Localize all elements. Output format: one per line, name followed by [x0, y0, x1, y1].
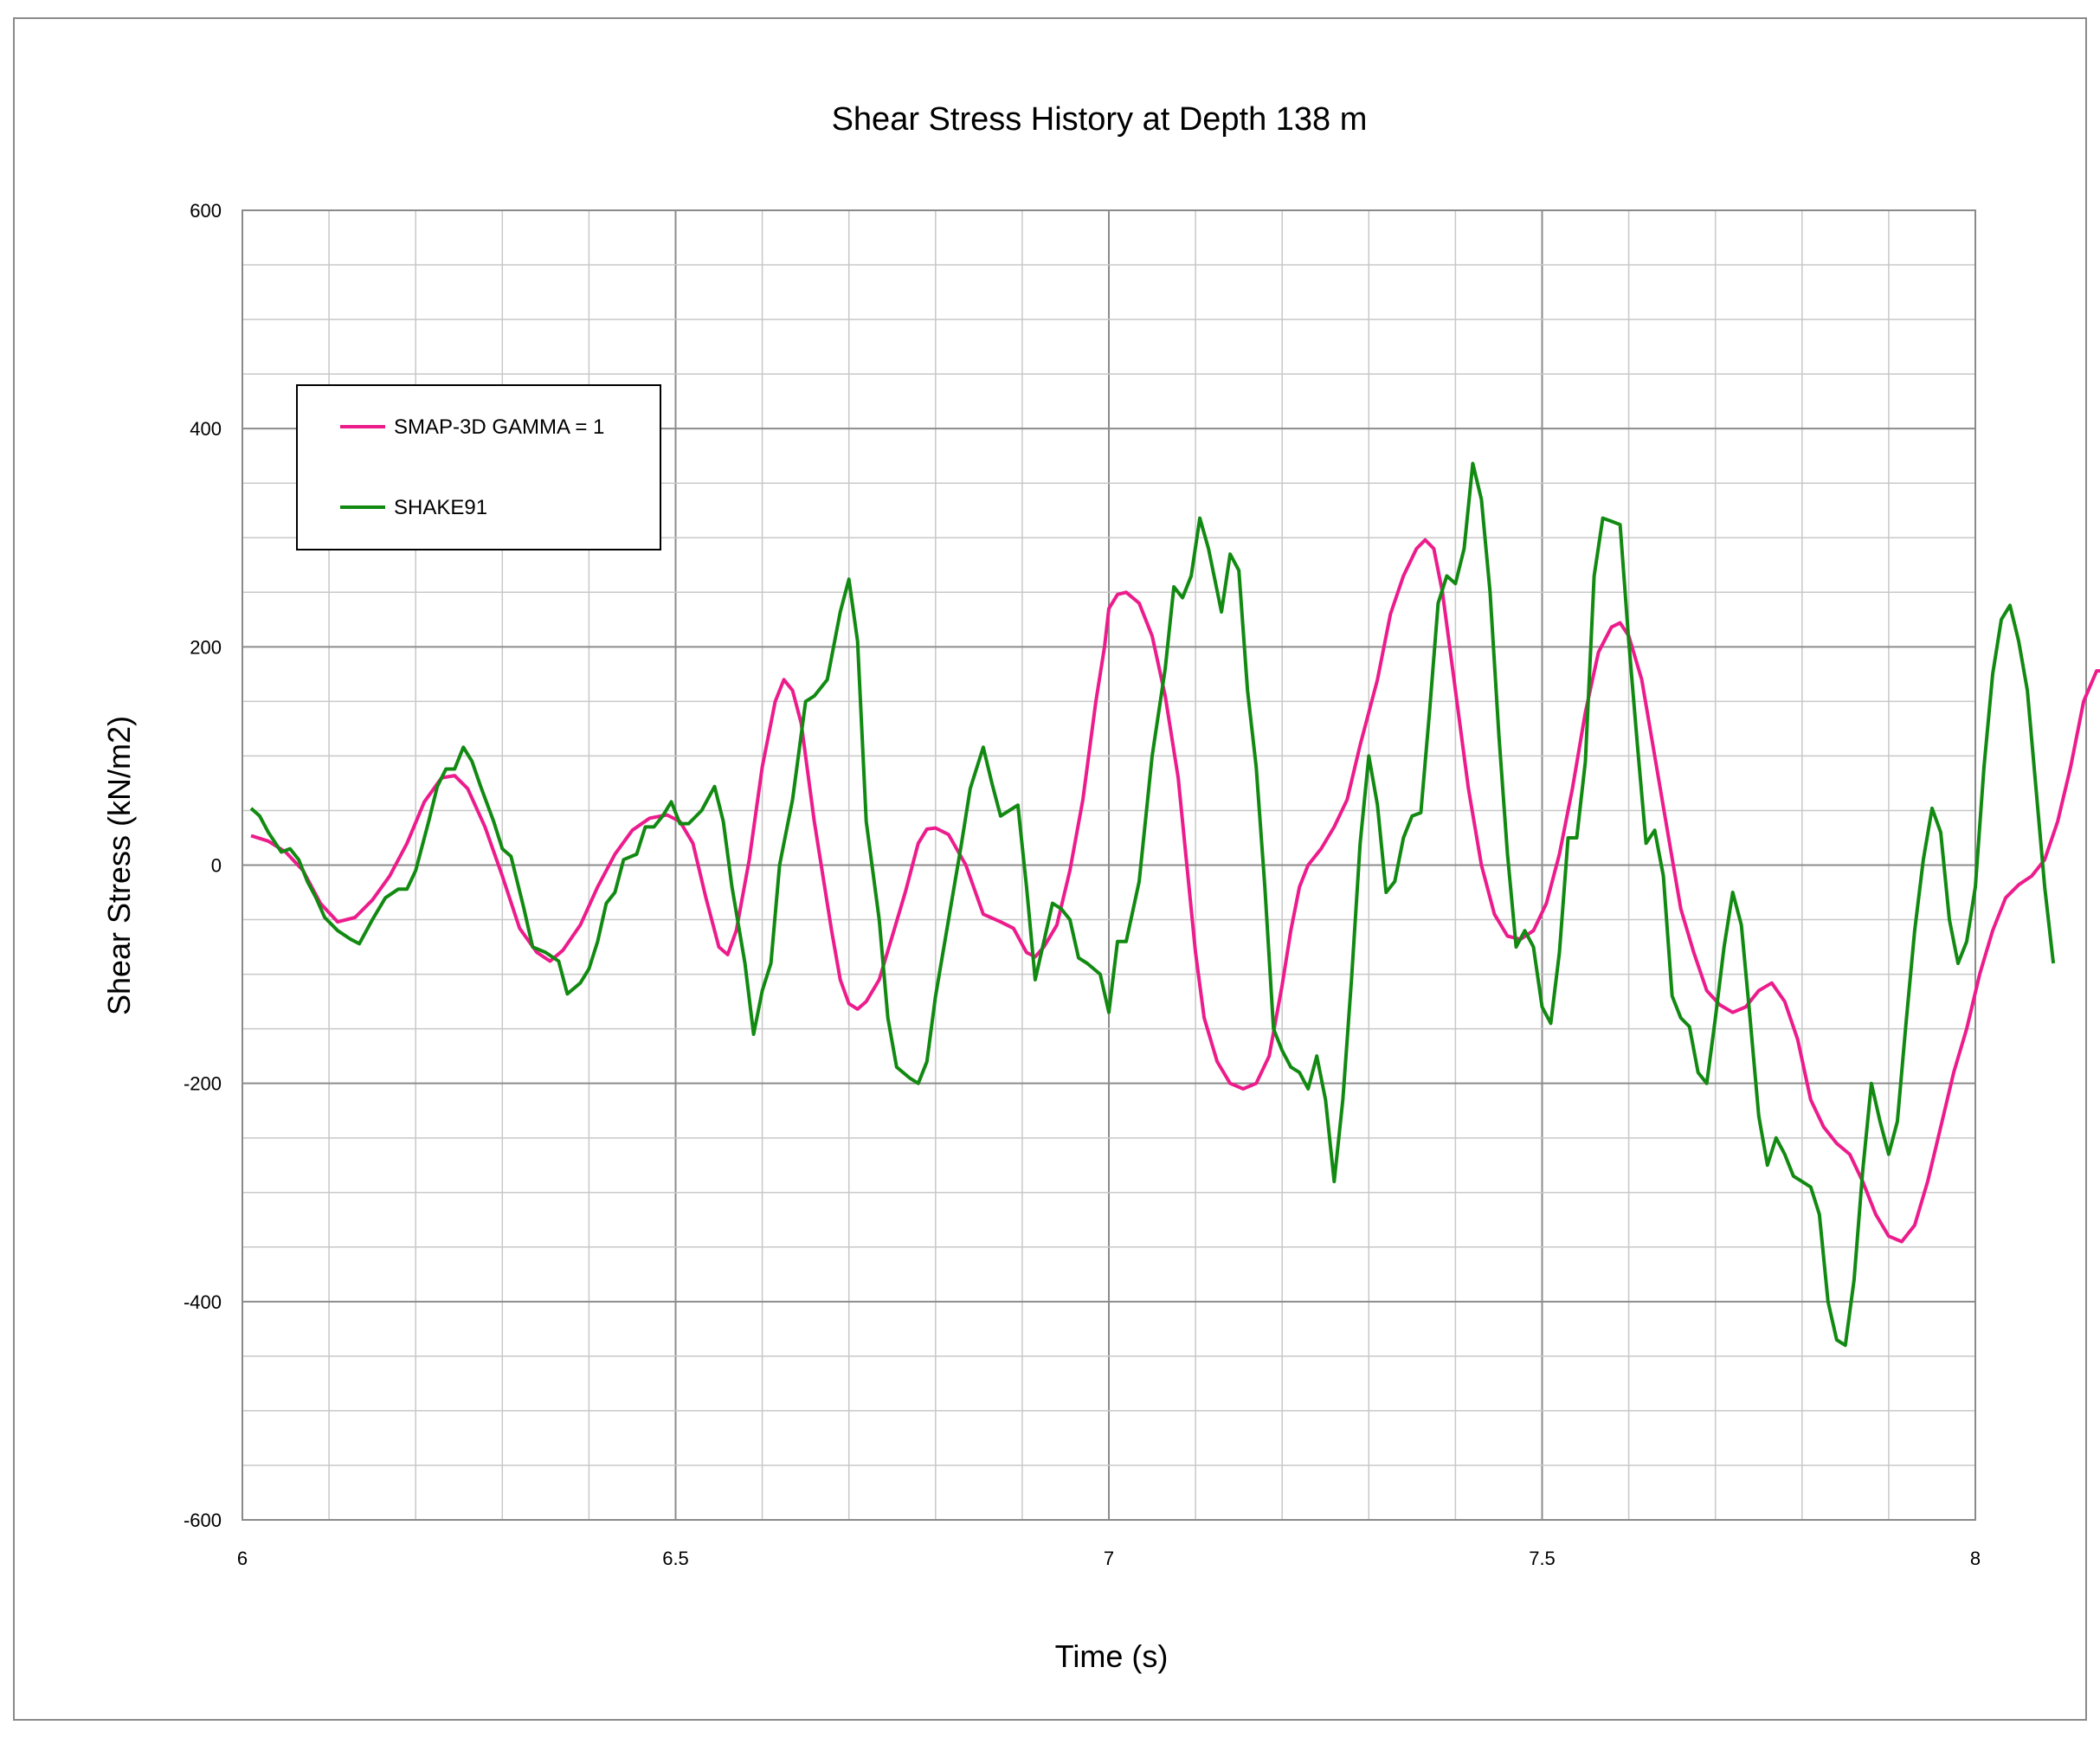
x-tick-label: 7.5 — [1529, 1548, 1556, 1569]
x-tick-labels: 6 6.5 7 7.5 8 — [237, 1548, 1981, 1569]
legend-label-smap: SMAP-3D GAMMA = 1 — [394, 415, 604, 439]
legend: SMAP-3D GAMMA = 1 SHAKE91 — [296, 384, 661, 550]
series-line-shake — [249, 461, 2056, 1348]
y-tick-label: 200 — [190, 636, 222, 658]
chart-frame — [13, 17, 2087, 1721]
y-tick-label: -200 — [184, 1073, 222, 1095]
y-tick-label: -600 — [184, 1509, 222, 1531]
x-tick-label: 7 — [1104, 1548, 1114, 1569]
x-tick-label: 8 — [1970, 1548, 1981, 1569]
y-tick-label: 0 — [211, 855, 222, 877]
y-tick-labels: 600 400 200 0 -200 -400 -600 — [184, 200, 222, 1531]
y-tick-label: 600 — [190, 200, 222, 222]
series-line-smap — [250, 537, 2100, 1244]
x-axis-label: Time (s) — [1055, 1638, 1169, 1674]
y-axis-label: Shear Stress (kN/m2) — [101, 716, 137, 1015]
y-tick-label: -400 — [184, 1291, 222, 1313]
series-lines — [249, 461, 2100, 1348]
x-tick-label: 6.5 — [662, 1548, 689, 1569]
x-tick-label: 6 — [237, 1548, 248, 1569]
y-tick-label: 400 — [190, 418, 222, 440]
legend-box — [296, 384, 661, 550]
chart-title: Shear Stress History at Depth 138 m — [832, 101, 1368, 138]
legend-label-shake: SHAKE91 — [394, 496, 487, 519]
